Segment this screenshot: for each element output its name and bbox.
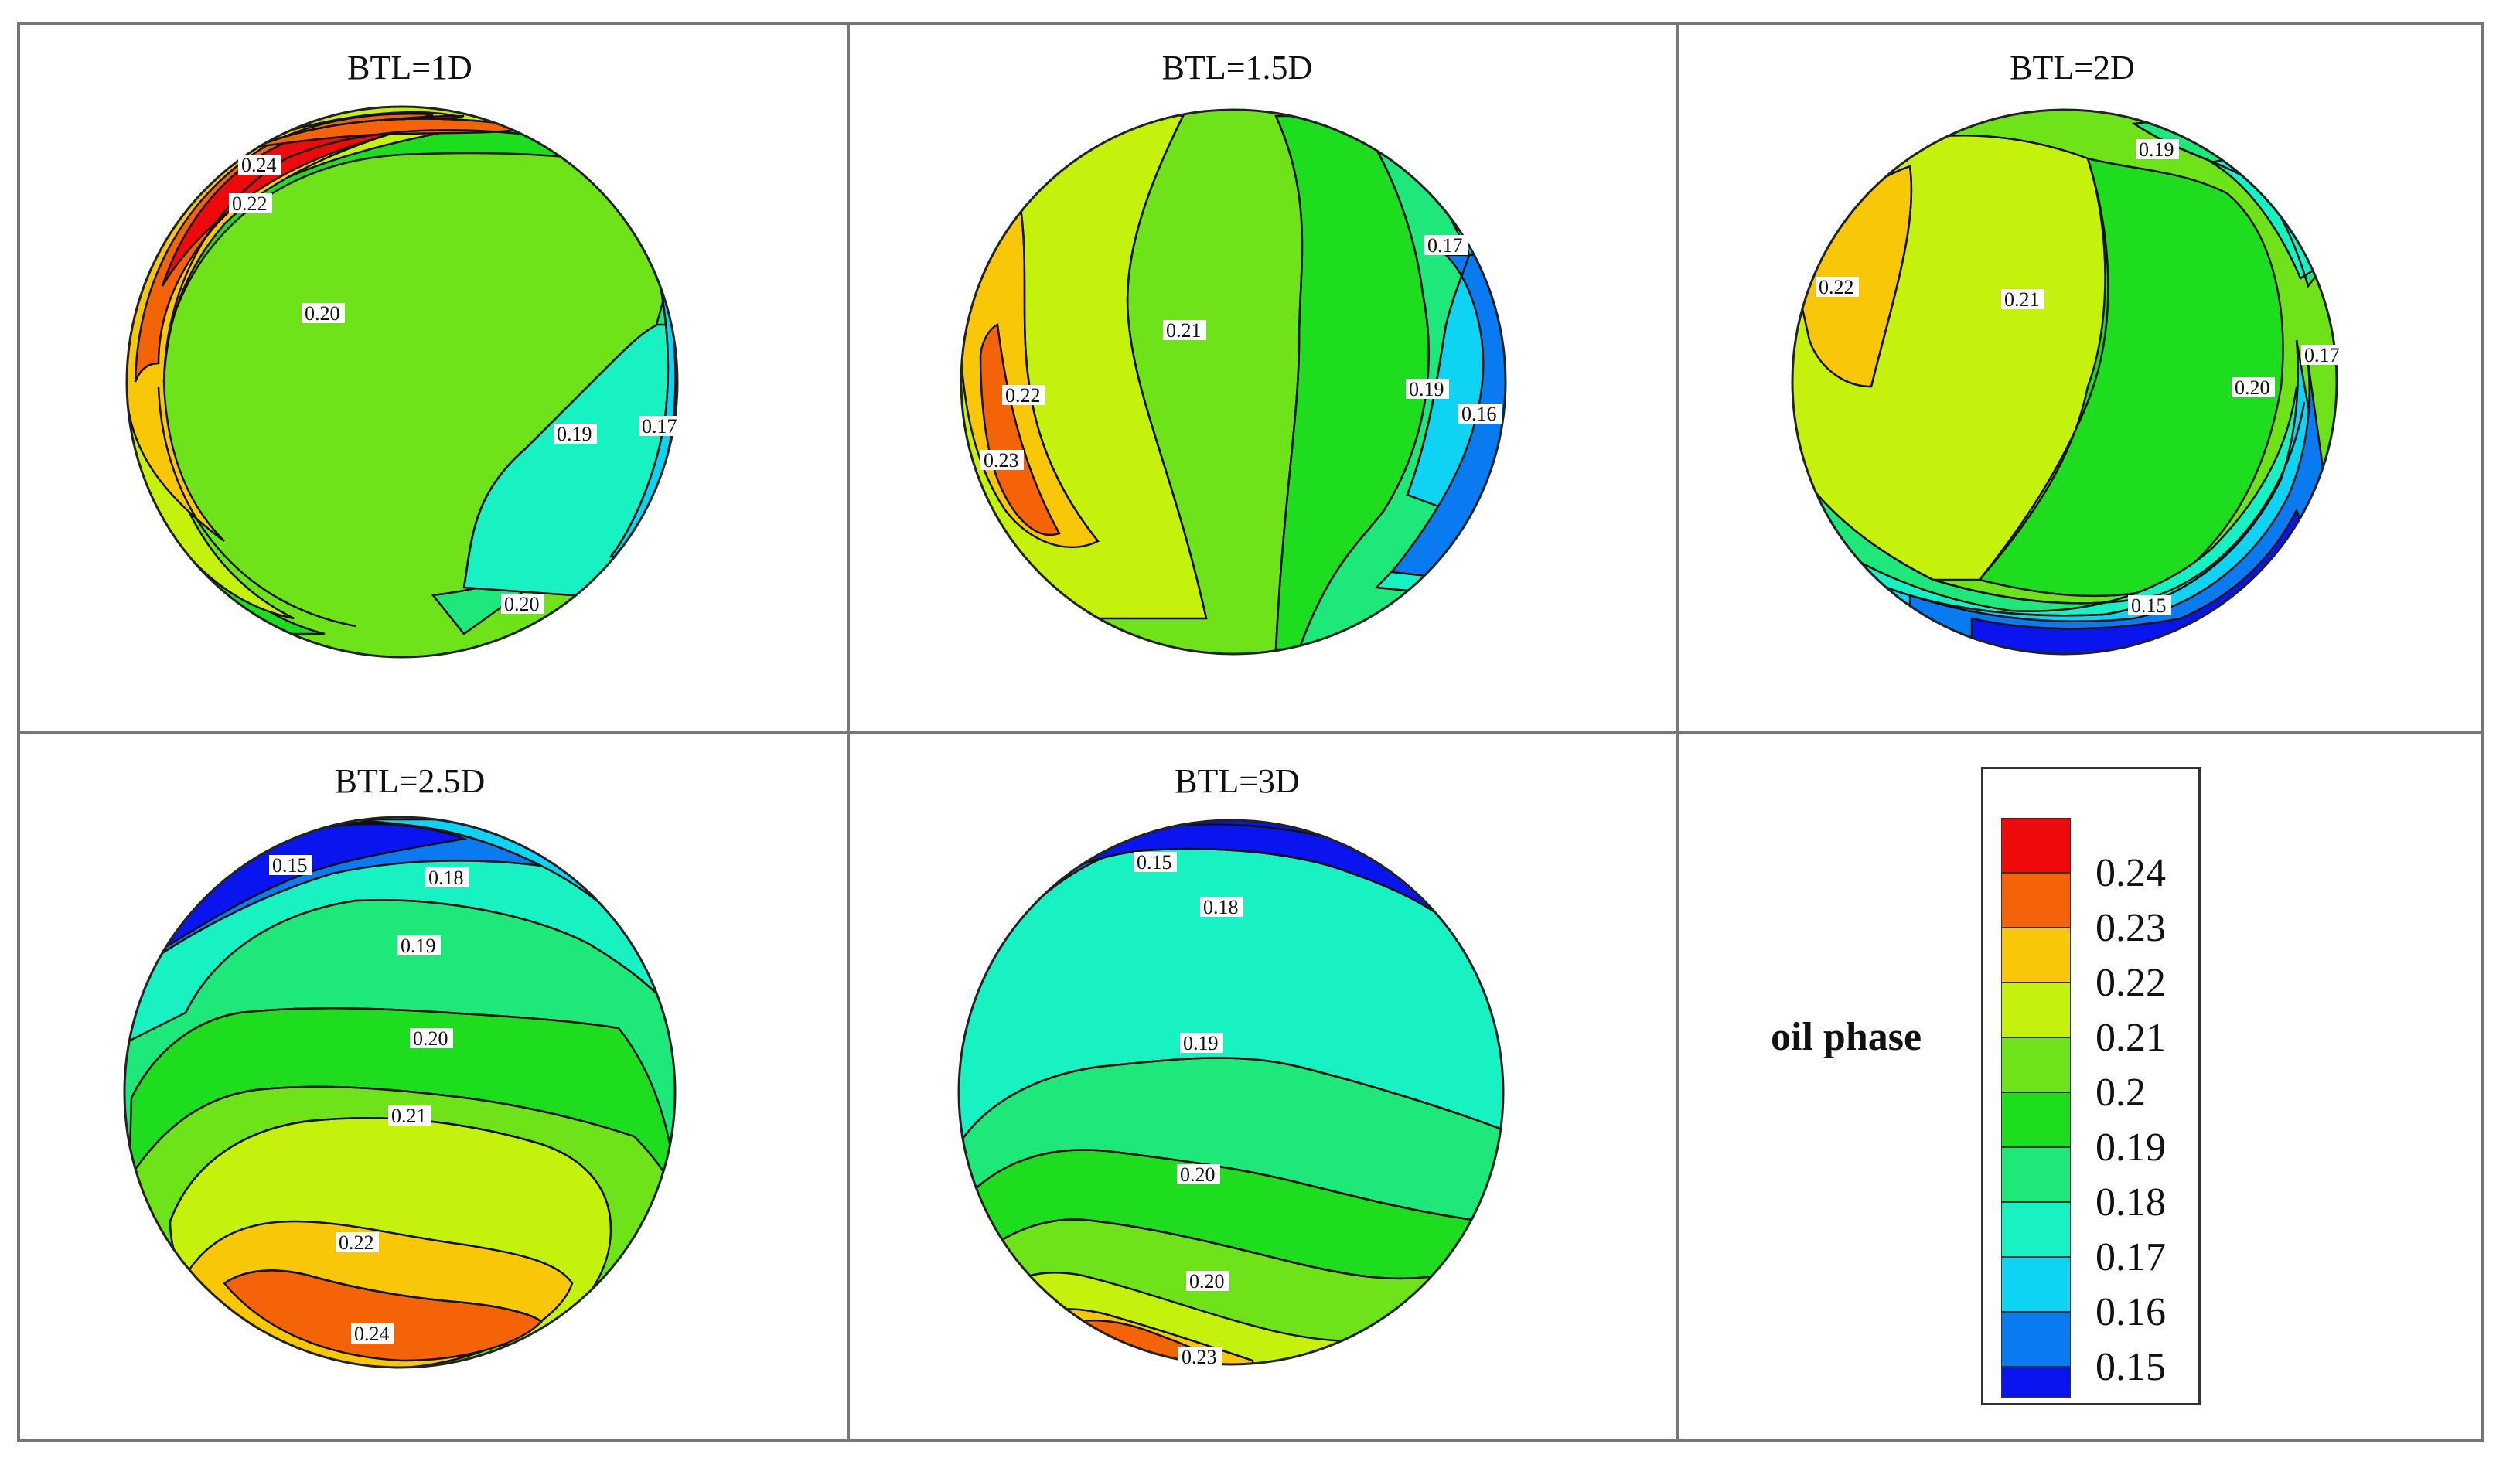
contour-label: 0.19: [401, 935, 436, 957]
contour-label: 0.24: [354, 1323, 390, 1345]
contour-labels-btl-2-5d: 0.15 0.18 0.19 0.20 0.21 0.22 0.24: [269, 854, 469, 1345]
legend-swatch: [2001, 1257, 2071, 1312]
legend-value: 0.18: [2095, 1180, 2166, 1224]
contour-plot-btl-2d-outline: [1791, 108, 2338, 656]
panel-title-btl-1d: BTL=1D: [347, 49, 472, 87]
legend-value: 0.22: [2095, 961, 2166, 1005]
contour-label: 0.17: [642, 415, 677, 438]
contour-label: 0.19: [1183, 1032, 1219, 1054]
contour-labels-btl-1-5d: 0.21 0.22 0.23 0.17 0.19 0.16: [980, 234, 1502, 472]
legend-swatch: [2001, 1312, 2071, 1367]
contour-label: 0.20: [305, 302, 340, 325]
contour-labels-btl-1d: 0.24 0.22 0.20 0.19 0.17 0.20: [229, 154, 682, 615]
legend-value: 0.21: [2095, 1016, 2166, 1060]
legend-swatch: [2001, 1147, 2071, 1202]
panel-title-btl-1-5d: BTL=1.5D: [1161, 49, 1313, 87]
contour-label: 0.18: [1203, 896, 1239, 918]
contour-label: 0.17: [2304, 344, 2340, 366]
panel-title-btl-2-5d: BTL=2.5D: [334, 762, 486, 800]
legend-title: oil phase: [1771, 1015, 1922, 1059]
contour-plot-btl-3d-outline: [957, 819, 1505, 1366]
legend-value: 0.16: [2095, 1290, 2166, 1334]
legend-value: 0.15: [2095, 1345, 2166, 1389]
contour-label: 0.21: [2004, 288, 2040, 311]
contour-label: 0.19: [2139, 138, 2174, 161]
legend-value: 0.23: [2095, 906, 2166, 950]
contour-label: 0.20: [2235, 376, 2270, 399]
contour-label: 0.21: [1166, 319, 1202, 342]
panel-title-btl-3d: BTL=3D: [1175, 762, 1300, 800]
contour-label: 0.21: [391, 1105, 427, 1127]
contour-label: 0.15: [1137, 851, 1172, 874]
contour-labels-btl-3d: 0.15 0.18 0.19 0.20 0.20 0.23: [1134, 851, 1243, 1368]
contour-label: 0.20: [504, 593, 540, 615]
legend-swatch: [2001, 1037, 2071, 1092]
panel-title-btl-2d: BTL=2D: [2010, 49, 2135, 87]
contour-plot-btl-2-5d: [124, 817, 675, 1368]
contour-label: 0.15: [2131, 594, 2167, 617]
contour-label: 0.24: [241, 154, 277, 176]
contour-label: 0.17: [1427, 234, 1463, 257]
legend-swatch: [2001, 983, 2071, 1037]
contour-label: 0.20: [413, 1027, 448, 1050]
contour-label: 0.22: [1005, 384, 1041, 407]
contour-plot-btl-1d-outline: [125, 105, 679, 659]
contour-label: 0.23: [984, 449, 1019, 472]
contour-label: 0.22: [232, 192, 268, 215]
legend-value: 0.24: [2095, 851, 2166, 895]
legend-swatch-bottom: [2001, 1367, 2071, 1398]
contour-label: 0.18: [428, 867, 464, 889]
legend-value: 0.19: [2095, 1126, 2166, 1170]
legend-swatch: [2001, 1202, 2071, 1257]
contour-labels-btl-2d: 0.19 0.22 0.21 0.20 0.17 0.15: [1816, 138, 2344, 617]
legend-swatch: [2001, 928, 2071, 983]
contour-label: 0.15: [272, 854, 308, 877]
legend-swatch: [2001, 818, 2071, 873]
contour-plot-btl-2-5d-outline: [123, 816, 677, 1369]
legend-value: 0.17: [2095, 1235, 2166, 1279]
contour-label: 0.19: [1409, 378, 1444, 400]
grid-divider-horizontal: [17, 731, 2484, 734]
contour-label: 0.19: [557, 423, 592, 445]
contour-label: 0.20: [1180, 1163, 1216, 1186]
contour-label: 0.22: [339, 1231, 374, 1254]
contour-label: 0.16: [1461, 403, 1497, 425]
legend-swatch: [2001, 1092, 2071, 1147]
contour-plot-btl-1-5d-outline: [960, 108, 1507, 656]
contour-plot-btl-1d: [127, 107, 677, 657]
legend-swatch: [2001, 873, 2071, 928]
contour-label: 0.23: [1182, 1346, 1217, 1368]
legend-value: 0.2: [2095, 1071, 2146, 1115]
contour-label: 0.20: [1189, 1270, 1225, 1293]
contour-label: 0.22: [1819, 276, 1854, 298]
